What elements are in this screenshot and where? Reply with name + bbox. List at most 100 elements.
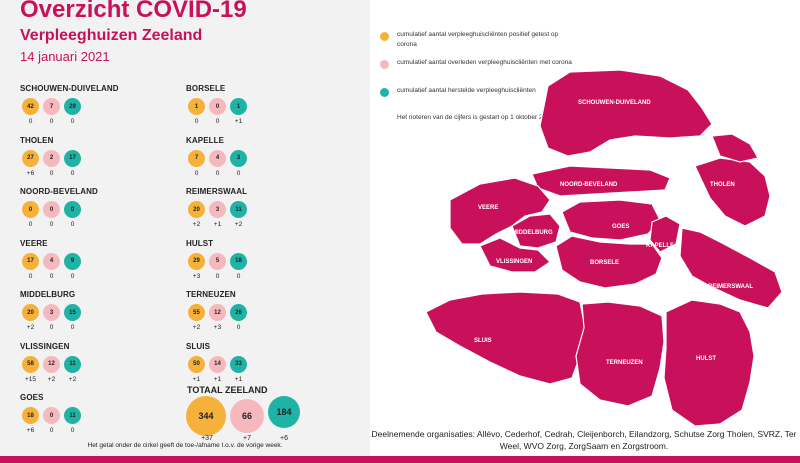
region-name: GOES — [20, 393, 44, 402]
legend-dot-deceased — [380, 60, 389, 69]
recovered-delta: +2 — [68, 375, 77, 383]
deceased-delta: +3 — [213, 324, 222, 331]
deceased-delta: 0 — [49, 427, 54, 434]
deceased-circle: 4 — [43, 252, 60, 270]
legend-dot-positive — [380, 32, 389, 41]
recovered-circle: 9 — [64, 252, 81, 270]
recovered-circle: 1 — [230, 98, 247, 115]
positive-delta: +3 — [192, 272, 201, 280]
legend-text-positive: cumulatief aantal verpleeghuiscliënten p… — [397, 31, 559, 48]
region-deltas: +3 0 0 — [186, 273, 326, 283]
total-positive-circle: 344 — [186, 396, 226, 436]
region-name: HULST — [186, 238, 214, 248]
deceased-delta: 0 — [215, 118, 220, 125]
region-shape-tholen-north — [711, 133, 759, 163]
region-name: VEERE — [20, 238, 48, 248]
legend-text-recovered: cumulatief aantal herstelde verpleeghuis… — [397, 87, 536, 94]
positive-delta: 0 — [194, 169, 199, 177]
recovered-circle: 18 — [230, 252, 247, 270]
deceased-circle: 2 — [43, 149, 60, 167]
region-circles: 27 2 17 — [20, 149, 160, 170]
deceased-delta: 0 — [49, 324, 54, 331]
positive-circle: 1 — [188, 98, 205, 115]
participating-organisations: Deelnemende organisaties: Allévo, Cederh… — [371, 429, 797, 451]
region-block-hulst: HULST 29 5 18 +3 0 0 — [186, 239, 326, 283]
region-shape-goes — [561, 199, 661, 241]
deceased-delta: 0 — [49, 221, 54, 228]
region-name: SLUIS — [186, 341, 211, 351]
total-title: TOTAAL ZEELAND — [187, 385, 268, 395]
region-circles: 50 14 33 — [186, 355, 326, 376]
recovered-circle: 3 — [230, 149, 247, 167]
map-label-goes: GOES — [612, 224, 629, 230]
map-label-noord-beveland: NOORD-BEVELAND — [560, 182, 618, 188]
region-name: TERNEUZEN — [186, 290, 236, 299]
region-circles: 20 3 11 — [186, 201, 326, 221]
legend-text-deceased: cumulatief aantal overleden verpleeghuis… — [397, 59, 572, 66]
region-deltas: 0 0 0 — [20, 118, 160, 128]
positive-circle: 20 — [188, 201, 205, 218]
region-deltas: +2 +1 +2 — [186, 221, 326, 231]
region-shape-borsele — [555, 235, 663, 289]
deceased-circle: 12 — [43, 355, 60, 373]
positive-circle: 18 — [22, 407, 39, 424]
positive-circle: 20 — [22, 304, 39, 321]
region-name: NOORD-BEVELAND — [20, 187, 98, 196]
positive-circle: 42 — [22, 98, 39, 115]
region-deltas: 0 0 0 — [186, 170, 326, 180]
positive-circle: 50 — [188, 355, 205, 373]
map-label-tholen: THOLEN — [710, 182, 735, 188]
region-block-tholen: THOLEN 27 2 17 +6 0 0 — [20, 136, 160, 180]
total-recovered-delta: +6 — [280, 435, 288, 442]
region-block-reimerswaal: REIMERSWAAL 20 3 11 +2 +1 +2 — [186, 187, 326, 231]
region-block-veere: VEERE 17 4 9 0 0 0 — [20, 239, 160, 283]
deceased-circle: 5 — [209, 252, 226, 270]
recovered-delta: 0 — [236, 272, 241, 280]
region-deltas: +6 0 0 — [20, 427, 160, 437]
recovered-circle: 0 — [64, 201, 81, 218]
deceased-circle: 7 — [43, 98, 60, 115]
recovered-circle: 17 — [64, 149, 81, 167]
deceased-circle: 12 — [209, 304, 226, 321]
region-name: KAPELLE — [186, 135, 225, 145]
positive-circle: 7 — [188, 149, 205, 167]
positive-circle: 17 — [22, 252, 39, 270]
recovered-delta: +1 — [234, 118, 243, 125]
region-block-borsele: BORSELE 1 0 1 0 0 +1 — [186, 84, 326, 128]
positive-delta: +2 — [26, 324, 35, 331]
recovered-circle: 11 — [64, 407, 81, 424]
region-block-schouwen-duiveland: SCHOUWEN-DUIVELAND 42 7 29 0 0 0 — [20, 84, 160, 128]
map-label-kapelle: KAPELLE — [646, 243, 674, 249]
region-shape-middelburg — [511, 213, 561, 249]
region-deltas: +2 0 0 — [20, 324, 160, 334]
region-name: BORSELE — [186, 84, 226, 93]
region-shape-hulst — [663, 299, 755, 427]
region-shape-sluis — [425, 291, 586, 385]
deceased-circle: 4 — [209, 149, 226, 167]
stats-panel: Overzicht COVID-19 Verpleeghuizen Zeelan… — [0, 0, 370, 456]
map-label-hulst: HULST — [696, 356, 716, 362]
region-deltas: 0 0 +1 — [186, 118, 326, 128]
deceased-delta: +1 — [213, 221, 222, 228]
positive-circle: 55 — [188, 304, 205, 321]
region-circles: 17 4 9 — [20, 252, 160, 273]
map-label-veere: VEERE — [478, 205, 498, 211]
region-name: VLISSINGEN — [20, 341, 70, 351]
total-deceased-delta: +7 — [243, 435, 251, 442]
region-deltas: 0 0 0 — [20, 273, 160, 283]
region-circles: 58 12 11 — [20, 355, 160, 376]
region-block-kapelle: KAPELLE 7 4 3 0 0 0 — [186, 136, 326, 180]
region-deltas: +2 +3 0 — [186, 324, 326, 334]
recovered-delta: 0 — [70, 221, 75, 228]
region-shape-terneuzen — [575, 301, 665, 407]
region-circles: 20 3 15 — [20, 304, 160, 324]
recovered-circle: 29 — [64, 98, 81, 115]
deceased-delta: 0 — [49, 169, 54, 177]
region-block-middelburg: MIDDELBURG 20 3 15 +2 0 0 — [20, 290, 160, 334]
region-shape-veere — [449, 177, 551, 245]
region-deltas: +15 +2 +2 — [20, 376, 160, 386]
positive-circle: 27 — [22, 149, 39, 167]
deceased-circle: 0 — [43, 407, 60, 424]
report-date: 14 januari 2021 — [20, 49, 110, 64]
